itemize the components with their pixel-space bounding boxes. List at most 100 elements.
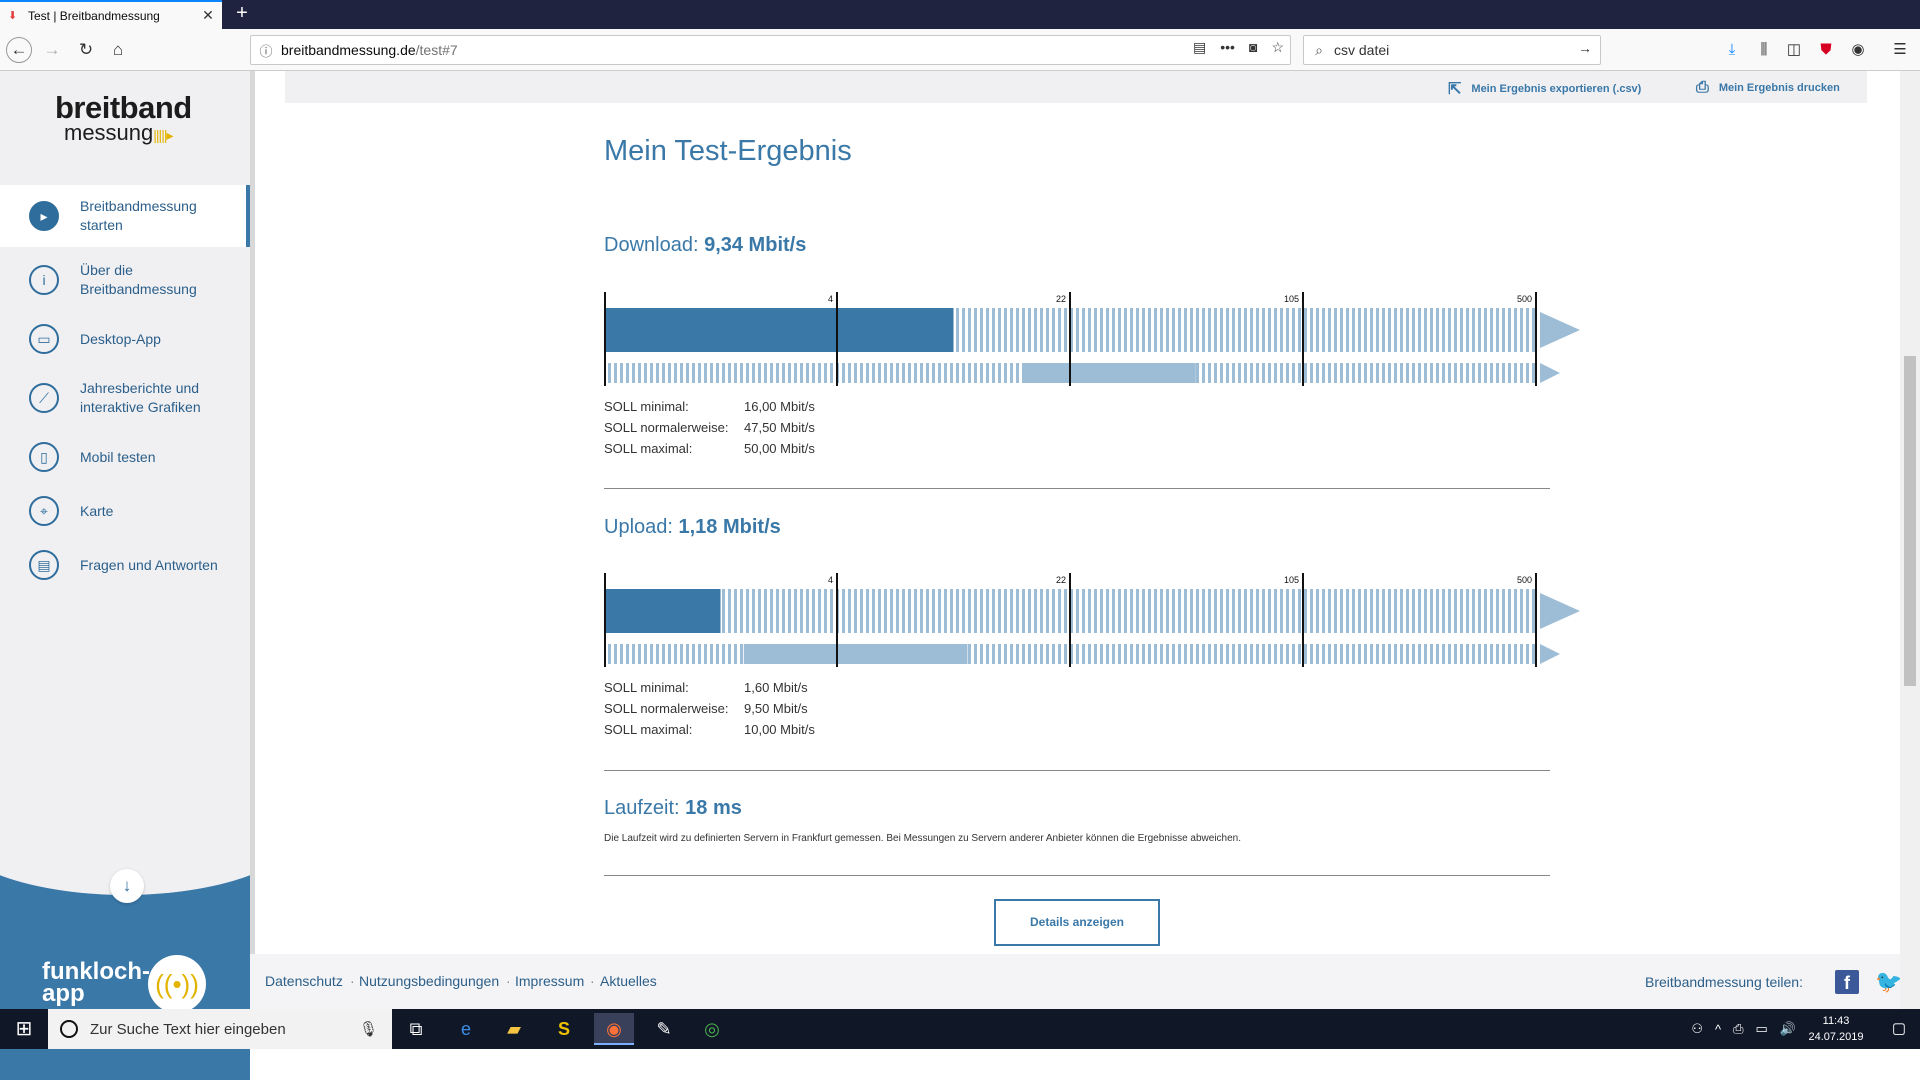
pocket-icon[interactable]: ◙ [1248, 39, 1258, 55]
scale-stripe [1124, 308, 1127, 352]
app-icon[interactable]: ✎ [656, 1019, 672, 1039]
sidebar-item-about[interactable]: i Über die Breitbandmessung [0, 249, 250, 311]
chevron-up-icon[interactable]: ^ [1715, 1021, 1722, 1037]
chrome-icon[interactable]: ◎ [704, 1019, 720, 1039]
scale-stripe [980, 363, 983, 383]
microphone-icon[interactable]: 🎙 [358, 1021, 378, 1038]
scale-stripe [1394, 589, 1397, 633]
scale-stripe [662, 644, 665, 664]
close-tab-icon[interactable]: ✕ [202, 7, 214, 23]
page-scrollbar[interactable] [1900, 71, 1920, 1009]
sidebar-item-faq[interactable]: ▤ Fragen und Antworten [0, 542, 250, 588]
facebook-icon[interactable]: f [1835, 970, 1859, 994]
scrollbar-thumb[interactable] [1904, 356, 1916, 686]
upload-soll-list: SOLL minimal: 1,60 Mbit/s SOLL normalerwe… [604, 677, 815, 740]
arrow-down-icon[interactable]: ↓ [110, 869, 144, 903]
logo[interactable]: breitband messung|||||▸ [55, 92, 215, 145]
scale-stripe [1508, 308, 1511, 352]
clock[interactable]: 11:43 24.07.2019 [1806, 1013, 1866, 1045]
scale-stripe [1316, 589, 1319, 633]
scale-stripe [1082, 308, 1085, 352]
arrow-right-icon [1540, 312, 1580, 348]
home-button[interactable]: ⌂ [112, 40, 124, 59]
forward-button[interactable]: → [43, 40, 61, 59]
footer-link-imprint[interactable]: Impressum [515, 973, 585, 989]
print-button[interactable]: ⎙ Mein Ergebnis drucken [1696, 79, 1840, 97]
export-csv-button[interactable]: ⇱ Mein Ergebnis exportieren (.csv) [1448, 79, 1641, 99]
volume-icon[interactable]: 🔊 [1779, 1021, 1796, 1036]
taskbar-search[interactable]: Zur Suche Text hier eingeben 🎙 [48, 1009, 392, 1049]
site-info-icon[interactable]: ⓘ [259, 43, 273, 59]
edge-icon[interactable]: e [460, 1019, 471, 1039]
footer-link-news[interactable]: Aktuelles [600, 973, 657, 989]
arrow-right-icon [1540, 363, 1560, 383]
scale-stripe [1244, 644, 1247, 664]
scale-stripe [878, 589, 881, 633]
scale-stripe [1490, 644, 1493, 664]
library-icon[interactable]: ⫼ [1760, 41, 1768, 58]
search-bar[interactable]: ⌕ csv datei → [1303, 35, 1601, 65]
scale-stripe [884, 589, 887, 633]
sidebar-scrollbar[interactable] [250, 71, 255, 1009]
scale-stripe [1016, 363, 1019, 383]
back-button[interactable]: ← [6, 37, 32, 63]
footer-link-terms[interactable]: Nutzungsbedingungen [359, 973, 500, 989]
scale-stripe [1208, 308, 1211, 352]
scale-stripe [872, 363, 875, 383]
scale-stripe [686, 644, 689, 664]
scale-stripe [1112, 644, 1115, 664]
scale-stripe [860, 363, 863, 383]
sidebar-item-mobile[interactable]: ▯ Mobil testen [0, 434, 250, 480]
bookmark-star-icon[interactable]: ☆ [1271, 39, 1284, 55]
printer-tray-icon[interactable]: ⎙ [1733, 1021, 1744, 1036]
upload-value: 1,18 Mbit/s [678, 516, 781, 538]
footer-link-privacy[interactable]: Datenschutz [265, 973, 343, 989]
account-icon[interactable]: ◉ [1851, 41, 1865, 58]
scale-stripe [890, 589, 893, 633]
sidebar-item-start[interactable]: ▸ Breitbandmessung starten [0, 185, 250, 247]
scale-stripe [1406, 308, 1409, 352]
windows-start-icon[interactable]: ⊞ [15, 1018, 33, 1040]
scale-stripe [902, 363, 905, 383]
scale-stripe [734, 644, 737, 664]
scale-stripe [692, 363, 695, 383]
sidebar-item-map[interactable]: ⌖ Karte [0, 488, 250, 534]
scale-stripe [1298, 644, 1301, 664]
scale-stripe [1070, 308, 1073, 352]
notifications-icon[interactable]: ▢ [1891, 1020, 1906, 1037]
browser-tab[interactable]: ⬇ Test | Breitbandmessung ✕ [0, 0, 222, 29]
scale-stripe [1304, 589, 1307, 633]
scale-stripe [956, 308, 959, 352]
scale-stripe [1256, 589, 1259, 633]
twitter-icon[interactable]: 🐦 [1875, 969, 1903, 994]
sidebar-item-reports[interactable]: ⟋ Jahresberichte und interaktive Grafike… [0, 367, 250, 429]
firefox-icon[interactable]: ◉ [594, 1013, 634, 1045]
page-actions-icon[interactable]: ••• [1220, 39, 1235, 55]
people-icon[interactable]: ⚇ [1691, 1021, 1703, 1036]
scale-stripe [1478, 589, 1481, 633]
app-s-icon[interactable]: S [557, 1019, 570, 1039]
scale-stripe [1178, 644, 1181, 664]
scale-stripe [1490, 589, 1493, 633]
new-tab-button[interactable]: + [236, 2, 248, 24]
search-go-icon[interactable]: → [1578, 40, 1592, 56]
task-view-icon[interactable]: ⧉ [409, 1019, 423, 1039]
network-icon[interactable]: ▭ [1755, 1021, 1768, 1036]
menu-icon[interactable]: ☰ [1893, 41, 1907, 58]
file-explorer-icon[interactable]: ▰ [507, 1019, 521, 1039]
url-bar[interactable]: ⓘ breitbandmessung.de/test#7 ▤ ••• ◙ ☆ [250, 35, 1291, 65]
shield-icon[interactable]: ⛊ [1820, 41, 1832, 58]
search-input[interactable]: csv datei [1334, 42, 1390, 58]
scale-stripe [1010, 308, 1013, 352]
reload-button[interactable]: ↻ [78, 40, 94, 59]
sidebar-toggle-icon[interactable]: ◫ [1786, 41, 1802, 58]
scale-stripe [1370, 363, 1373, 383]
url-host: breitbandmessung.de [281, 42, 416, 58]
scale-stripe [1316, 308, 1319, 352]
scale-tick-label: 500 [1517, 294, 1532, 304]
downloads-icon[interactable]: ⤓ [1728, 41, 1736, 58]
details-button[interactable]: Details anzeigen [994, 899, 1160, 946]
reader-view-icon[interactable]: ▤ [1193, 39, 1207, 55]
sidebar-item-desktop-app[interactable]: ▭ Desktop-App [0, 316, 250, 362]
scale-stripe [1442, 644, 1445, 664]
